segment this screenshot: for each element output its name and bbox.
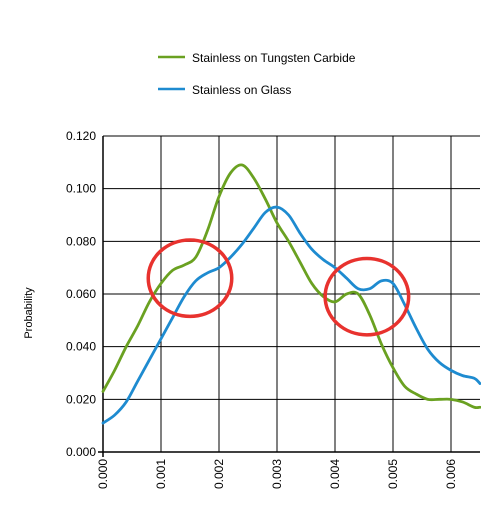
- y-tick-label: 0.060: [66, 287, 96, 301]
- annotations: [146, 238, 411, 337]
- x-tick-labels: 0.000 0.001 0.002 0.003 0.004 0.005 0.006: [96, 459, 458, 489]
- series-line-glass: [101, 205, 481, 425]
- grid: [98, 135, 480, 457]
- y-tick-label: 0.020: [66, 392, 96, 406]
- series-line-tungsten-carbide: [101, 163, 481, 410]
- y-tick-labels: 0.000 0.020 0.040 0.060 0.080 0.100 0.120: [66, 129, 96, 459]
- y-axis-title: Probability: [23, 287, 35, 339]
- y-tick-label: 0.080: [66, 234, 96, 248]
- x-tick-label: 0.004: [328, 459, 342, 489]
- legend-label-glass: Stainless on Glass: [192, 83, 291, 97]
- x-tick-label: 0.000: [96, 459, 110, 489]
- x-tick-label: 0.001: [154, 459, 168, 489]
- annotation-circle-1: [146, 238, 234, 319]
- x-tick-label: 0.005: [386, 459, 400, 489]
- y-tick-label: 0.040: [66, 340, 96, 354]
- y-tick-label: 0.000: [66, 445, 96, 459]
- y-tick-label: 0.120: [66, 129, 96, 143]
- y-tick-label: 0.100: [66, 182, 96, 196]
- legend: Stainless on Tungsten Carbide Stainless …: [158, 51, 356, 97]
- x-tick-label: 0.003: [270, 459, 284, 489]
- legend-label-tungsten-carbide: Stainless on Tungsten Carbide: [192, 51, 356, 65]
- series-lines: [101, 163, 481, 425]
- x-tick-label: 0.002: [212, 459, 226, 489]
- annotation-circle-2: [323, 256, 411, 337]
- x-tick-label: 0.006: [444, 459, 458, 489]
